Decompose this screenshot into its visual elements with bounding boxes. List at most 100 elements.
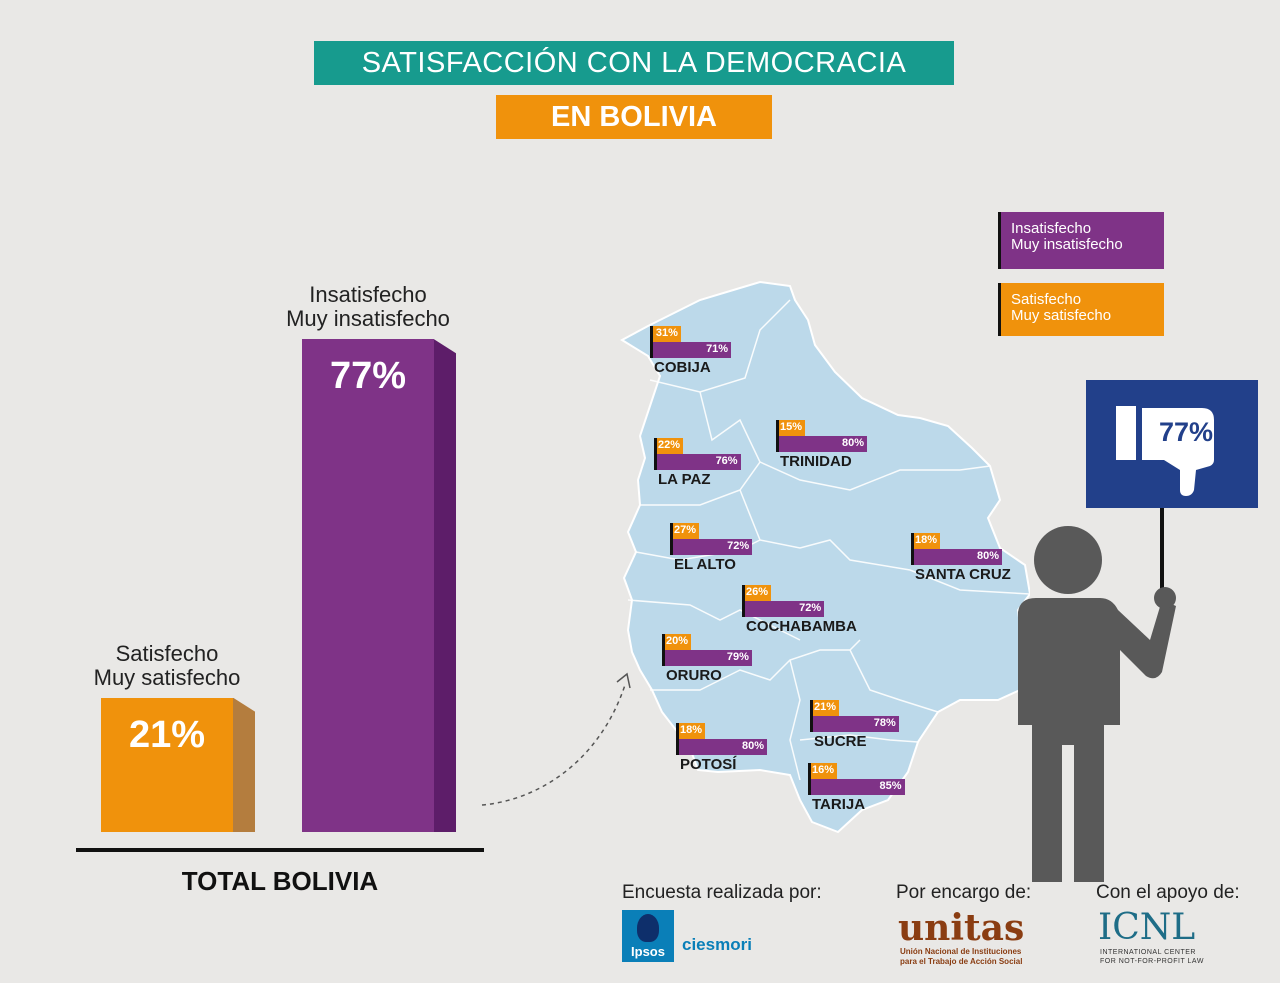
sign-pole [1160,505,1164,590]
ipsos-logo: Ipsos [622,910,674,962]
region-potos-: 18% 80% POTOSÍ [676,723,816,773]
region-name: SANTA CRUZ [915,566,1011,583]
region-dissatisfied-value: 80% [914,549,1002,565]
dashed-arrow [481,684,626,806]
region-oruro: 20% 79% ORURO [662,634,802,684]
bar-category-line: Insatisfecho [309,282,427,308]
total-bar-chart: 21% Satisfecho Muy satisfecho 77% Insatisfec… [0,0,500,983]
region-tag-pole [776,420,779,452]
region-name: LA PAZ [658,471,711,488]
region-dissatisfied-value: 72% [673,539,753,555]
icnl-logo-sub1: INTERNATIONAL CENTER [1100,949,1196,956]
region-name: ORURO [666,667,722,684]
chart-baseline [76,848,484,852]
region-dissatisfied-value: 78% [813,716,899,732]
support-label: Con el apoyo de: [1096,882,1240,903]
person-body [1018,598,1176,882]
region-satisfied-value: 18% [679,723,705,739]
region-tag-pole [810,700,813,732]
bar-dissatisfied [302,339,434,832]
region-cochabamba: 26% 72% COCHABAMBA [742,585,882,635]
unitas-logo: unitas [898,907,1025,949]
bar-value-label: 21% [128,713,206,756]
region-sucre: 21% 78% SUCRE [810,700,950,750]
map-border [627,599,801,641]
region-tag-pole [676,723,679,755]
legend-satisfied: Satisfecho Muy satisfecho [998,283,1164,336]
ciesmori-logo: ciesmori [682,935,752,954]
region-tarija: 16% 85% TARIJA [808,763,948,813]
region-satisfied-value: 18% [914,533,940,549]
survey-label: Encuesta realizada por: [622,882,822,903]
chart-xlabel: TOTAL BOLIVIA [181,866,379,896]
map-border [799,734,919,743]
region-dissatisfied-value: 72% [745,601,825,617]
region-tag-pole [662,634,665,666]
region-tag-pole [911,533,914,565]
region-satisfied-value: 31% [653,326,681,342]
icnl-logo-sub2: FOR NOT-FOR-PROFIT LAW [1100,958,1204,965]
icnl-logo: ICNL [1098,907,1196,948]
region-satisfied-value: 27% [673,523,699,539]
map-border [650,639,861,691]
region-tag-pole [808,763,811,795]
region-satisfied-value: 21% [813,700,839,716]
region-name: COBIJA [654,359,711,376]
map-border [759,461,991,491]
bar-category-label: Satisfecho Muy satisfecho [61,640,273,690]
region-trinidad: 15% 80% TRINIDAD [776,420,916,470]
unitas-logo-sub2: para el Trabajo de Acción Social [900,957,1023,966]
commission-label: Por encargo de: [896,882,1032,903]
region-name: COCHABAMBA [746,618,857,635]
region-cobija: 31% 71% COBIJA [650,326,790,376]
person-illustration [1018,380,1258,882]
region-tag-pole [670,523,673,555]
ipsos-logo-text: Ipsos [631,944,665,959]
region-name: EL ALTO [674,556,736,573]
page-title: SATISFACCIÓN CON LA DEMOCRACIA [314,41,954,85]
region-santa-cruz: 18% 80% SANTA CRUZ [911,533,1051,583]
map-border [789,659,801,781]
legend-satisfied-line1: Satisfecho [1011,291,1082,308]
bar-category-line: Satisfecho [115,640,219,666]
bar-category-label: Insatisfecho Muy insatisfecho [262,283,474,331]
region-dissatisfied-value: 71% [653,342,732,358]
region-dissatisfied-value: 80% [679,739,767,755]
region-satisfied-value: 16% [811,763,837,779]
bar-satisfied [101,697,233,832]
region-tag-pole [742,585,745,617]
region-satisfied-value: 20% [665,634,691,650]
region-name: POTOSÍ [680,756,737,773]
region-satisfied-value: 22% [657,438,683,454]
page-subtitle: EN BOLIVIA [496,95,772,139]
bar-side-1 [434,339,456,832]
bar-category-line: Muy insatisfecho [286,306,450,332]
map-border [739,489,1030,595]
region-name: TARIJA [812,796,866,813]
thumbs-down-icon [1110,398,1232,498]
legend-dissatisfied-line2: Muy insatisfecho [1011,236,1123,253]
region-name: SUCRE [814,733,867,750]
region-tag-pole [654,438,657,470]
bar-value-label: 77% [329,355,407,398]
region-dissatisfied-value: 79% [665,650,752,666]
map-border [649,299,791,393]
region-dissatisfied-value: 76% [657,454,741,470]
region-dissatisfied-value: 85% [811,779,905,795]
person-hand [1154,587,1176,609]
region-dissatisfied-value: 80% [779,436,867,452]
bar-side-0 [233,697,255,832]
legend-dissatisfied-line1: Insatisfecho [1011,220,1092,237]
region-el-alto: 27% 72% EL ALTO [670,523,810,573]
legend-satisfied-line2: Muy satisfecho [1011,307,1112,324]
map-border [849,649,939,713]
person-head [1034,526,1102,594]
legend-dissatisfied: Insatisfecho Muy insatisfecho [998,212,1164,269]
bolivia-map-shape [619,280,1030,834]
region-satisfied-value: 26% [745,585,771,601]
dashed-arrow-head [616,672,631,689]
bolivia-map [481,280,1030,834]
region-tag-pole [650,326,653,358]
unitas-logo-sub1: Unión Nacional de Instituciones [900,947,1022,956]
sign-value: 77% [1158,417,1214,447]
